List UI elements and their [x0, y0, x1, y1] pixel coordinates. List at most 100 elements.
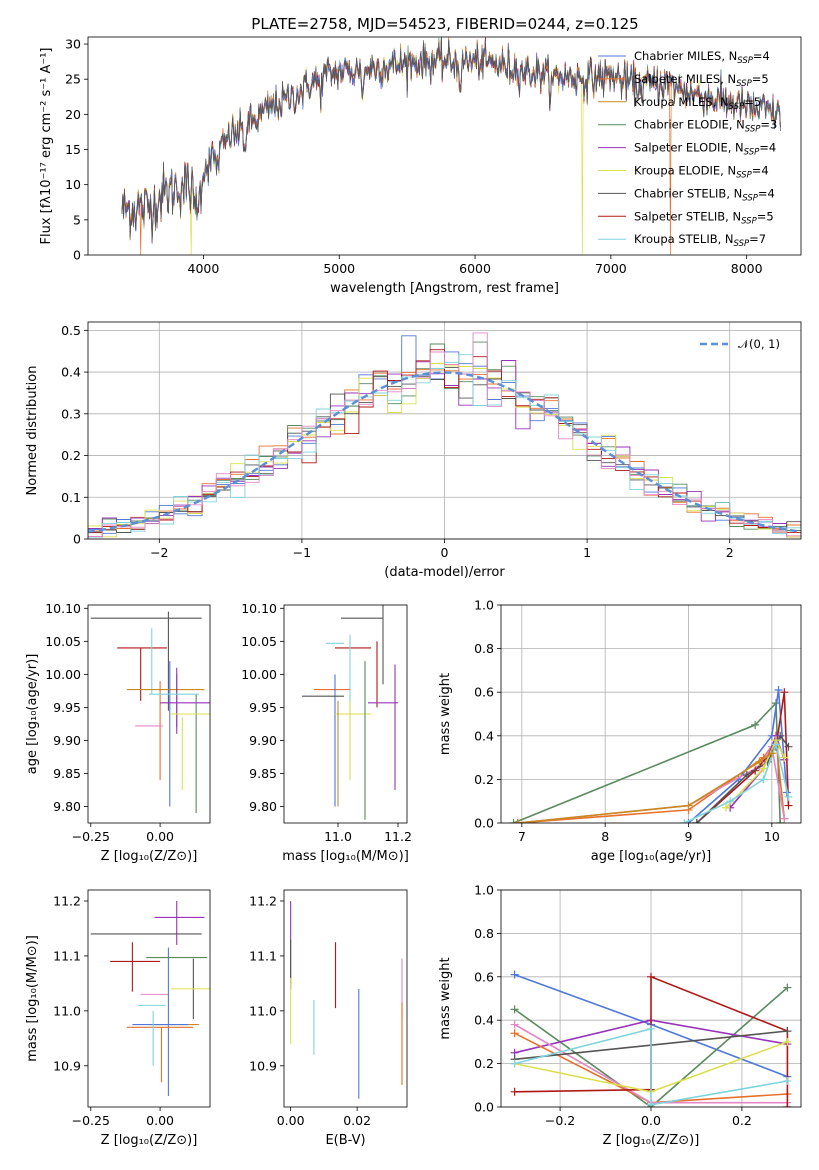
mass-weight-vs-age-panel: 7 8 9 10 0.0 0.2 0.4 0.6 0.8 1.0 age [log₁₀(age/yr… [438, 598, 802, 864]
mass-vs-ebv-panel: 0.00 0.02 10.9 11.0 11.1 11.2 E(B-V) [249, 889, 408, 1148]
mass_vs_EBV-plot-area [290, 900, 403, 1099]
mass_weight_vs_age-line [517, 738, 786, 823]
mass_weight_vs_Z-marker [647, 1024, 655, 1033]
mass_vs_Z-ytick-label: 10.9 [53, 1058, 81, 1073]
age_vs_mass-ytick-label: 10.10 [241, 601, 277, 616]
residuals-xtick-label: −2 [150, 545, 168, 560]
mass_weight_vs_Z-marker [510, 1005, 519, 1014]
age_vs_Z-ytick-label: 10.05 [45, 634, 81, 649]
age_vs_mass-ytick-label: 9.90 [249, 733, 277, 748]
mass_weight_vs_age-ytick-label: 1.0 [474, 598, 494, 613]
mass_weight_vs_age-marker [774, 686, 783, 695]
spectrum-legend-label: Kroupa ELODIE, NSSP=4 [634, 164, 769, 181]
residuals-xtick-label: 0 [441, 545, 449, 560]
mass_weight_vs_age-marker [784, 742, 793, 751]
mass_weight_vs_age-marker [742, 771, 751, 780]
residuals-ytick-label: 0.2 [61, 448, 81, 463]
residuals-xtick-label: −1 [293, 545, 311, 560]
spectrum-xlabel: wavelength [Angstrom, rest frame] [330, 281, 559, 296]
mass_weight_vs_age-plot-area [509, 686, 793, 823]
age_vs_Z-xtick-label: −0.25 [72, 829, 110, 844]
mass_weight_vs_age-marker [784, 792, 793, 801]
spectrum-ylabel: Flux [fλ10⁻¹⁷ erg cm⁻² s⁻¹ A⁻¹] [39, 48, 54, 245]
mass_weight_vs_Z-xtick-label: −0.2 [545, 1113, 575, 1128]
mass_weight_vs_Z-ytick-label: 0.8 [474, 926, 494, 941]
spectrum-legend-label: Chabrier MILES, NSSP=4 [634, 49, 770, 66]
spectrum-legend: Chabrier MILES, NSSP=4 Salpeter MILES, NS… [598, 49, 777, 249]
mass_weight_vs_age-xlabel: age [log₁₀(age/yr)] [591, 849, 712, 864]
mass_weight_vs_age-ytick-label: 0.6 [474, 685, 494, 700]
mass_weight_vs_Z-marker [783, 1076, 792, 1085]
age_vs_mass-ytick-label: 9.80 [249, 799, 277, 814]
mass_weight_vs_Z-plot-area [510, 970, 792, 1107]
spectrum-legend-label: Chabrier ELODIE, NSSP=3 [634, 118, 777, 135]
mass_weight_vs_age-axes: 7 8 9 10 0.0 0.2 0.4 0.6 0.8 1.0 age [log₁₀(age/yr… [438, 598, 802, 864]
spectrum-panel: 4000 5000 6000 7000 8000 0 5 10 15 20 25 30 waveleng… [39, 36, 802, 296]
mass_weight_vs_Z-line [514, 1027, 788, 1106]
residuals-ytick-label: 0.5 [61, 323, 81, 338]
mass_vs_EBV-ytick-label: 11.1 [249, 948, 277, 963]
residuals-xtick-label: 1 [583, 545, 591, 560]
age_vs_mass-ytick-label: 10.05 [241, 634, 277, 649]
age_vs_Z-ytick-label: 10.10 [45, 601, 81, 616]
mass_weight_vs_age-marker [772, 740, 780, 749]
age_vs_Z-ytick-label: 10.00 [45, 667, 81, 682]
mass_weight_vs_Z-marker [783, 983, 792, 992]
spectrum-ytick-label: 0 [73, 248, 81, 263]
spectrum-legend-label: Chabrier STELIB, NSSP=4 [634, 186, 775, 203]
mass_weight_vs_Z-ytick-label: 1.0 [474, 883, 494, 898]
age_vs_Z-plot-area [90, 611, 210, 814]
mass_weight_vs_age-line [513, 701, 781, 823]
residuals-ytick-label: 0.4 [61, 365, 81, 380]
mass_weight_vs_Z-ytick-label: 0.0 [474, 1100, 494, 1115]
mass_weight_vs_age-xtick-label: 9 [685, 829, 693, 844]
mass-vs-z-panel: −0.25 0.00 10.9 11.0 11.1 11.2 Z [log₁₀(Z/Z⊙)]… [25, 889, 211, 1148]
mass_weight_vs_age-marker [780, 814, 789, 823]
spectrum-xtick-label: 5000 [323, 261, 355, 276]
mass_weight_vs_Z-marker [783, 1037, 792, 1046]
residuals-ytick-label: 0.3 [61, 406, 81, 421]
mass_weight_vs_Z-ytick-label: 0.2 [474, 1056, 494, 1071]
mass_vs_Z-xlabel: Z [log₁₀(Z/Z⊙)] [101, 1133, 198, 1148]
age_vs_mass-xlabel: mass [log₁₀(M/M⊙)] [282, 849, 409, 864]
age_vs_Z-frame [87, 604, 211, 824]
spectrum-frame [87, 36, 802, 256]
spectrum-ytick-label: 30 [65, 37, 81, 52]
mass_weight_vs_age-xtick-label: 10 [764, 829, 780, 844]
mass_vs_EBV-axes: 0.00 0.02 10.9 11.0 11.1 11.2 E(B-V) [249, 889, 408, 1148]
spectrum-legend-label: Salpeter MILES, NSSP=5 [634, 72, 769, 89]
mass_vs_EBV-xtick-label: 0.00 [277, 1113, 305, 1128]
mass_weight_vs_age-marker [692, 819, 701, 823]
residuals-ylabel: Normed distribution [25, 366, 40, 496]
mass_weight_vs_age-marker [755, 757, 764, 766]
mass_vs_EBV-frame [283, 889, 408, 1108]
mass_weight_vs_age-ytick-label: 0.8 [474, 641, 494, 656]
mass_weight_vs_Z-marker [783, 1027, 792, 1036]
spectrum-ytick-label: 25 [65, 72, 81, 87]
mass_weight_vs_age-marker [780, 688, 789, 697]
mass_vs_Z-ytick-label: 11.2 [53, 893, 81, 908]
mass_weight_vs_Z-marker [783, 1103, 792, 1107]
mass_weight_vs_age-marker [509, 819, 518, 823]
mass_weight_vs_age-grid [501, 604, 801, 824]
age_vs_Z-ytick-label: 9.85 [53, 766, 81, 781]
age_vs_mass-xtick-label: 11.2 [384, 829, 412, 844]
spectrum-ytick-label: 20 [65, 107, 81, 122]
mass_vs_EBV-xtick-label: 0.02 [343, 1113, 371, 1128]
residuals-ytick-label: 0.1 [61, 490, 81, 505]
mass_vs_EBV-ytick-label: 11.2 [249, 893, 277, 908]
age_vs_mass-frame [283, 604, 408, 824]
age_vs_Z-ytick-label: 9.80 [53, 799, 81, 814]
mass_weight_vs_age-marker [751, 720, 760, 729]
residuals-panel: −2 −1 0 1 2 0 0.1 0.2 0.3 0.4 0.5 (data-model)/erro… [25, 321, 802, 580]
mass-weight-vs-z-panel: −0.2 0.0 0.2 0.0 0.2 0.4 0.6 0.8 1.0 Z [log₁₀(Z/Z… [438, 883, 802, 1148]
mass_weight_vs_age-line [517, 752, 773, 823]
spectrum-ytick-label: 10 [65, 177, 81, 192]
age_vs_mass-ytick-label: 9.95 [249, 700, 277, 715]
spectrum-xtick-label: 7000 [595, 261, 627, 276]
spectrum-xtick-label: 6000 [459, 261, 491, 276]
residuals-plot-area [88, 332, 801, 538]
spectrum-xtick-label: 8000 [731, 261, 763, 276]
age_vs_mass-ytick-label: 9.85 [249, 766, 277, 781]
